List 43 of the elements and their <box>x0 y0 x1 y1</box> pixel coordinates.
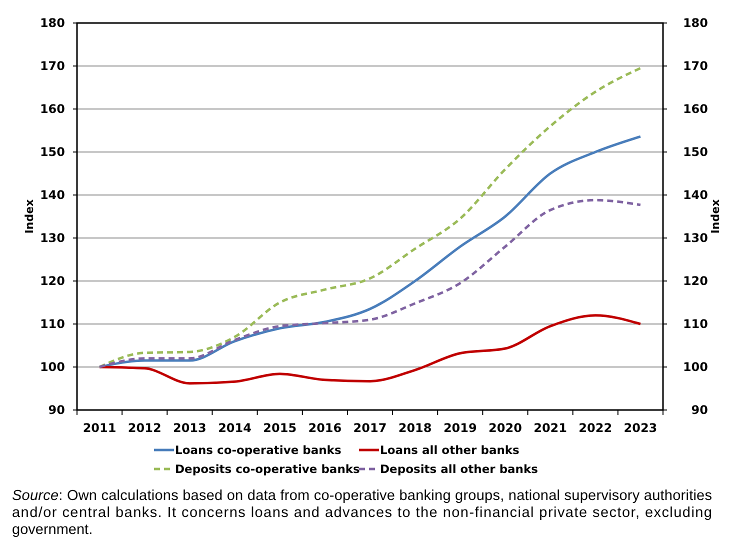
line-series <box>98 66 642 368</box>
legend-label: Loans co-operative banks <box>175 443 342 457</box>
x-tick-label: 2015 <box>263 421 297 435</box>
y2-tick-label: 160 <box>682 102 708 116</box>
x-tick-label: 2020 <box>488 421 522 435</box>
y2-tick-label: 150 <box>682 145 708 159</box>
x-tick-label: 2012 <box>128 421 162 435</box>
line-series <box>98 198 642 368</box>
x-tick-label: 2019 <box>443 421 477 435</box>
y2-tick-label: 130 <box>682 231 708 245</box>
x-tick-label: 2016 <box>308 421 342 435</box>
x-tick-label: 2017 <box>353 421 387 435</box>
y-tick-label: 110 <box>40 317 65 331</box>
x-tick-label: 2011 <box>82 421 116 435</box>
y2-tick-label: 90 <box>691 403 708 417</box>
y2-tick-label: 170 <box>682 59 708 73</box>
x-tick-label: 2022 <box>578 421 612 435</box>
x-tick-label: 2021 <box>534 421 568 435</box>
y-tick-label: 140 <box>40 188 65 202</box>
y-axis-title: Index <box>23 199 36 234</box>
y2-tick-label: 140 <box>682 188 708 202</box>
y2-tick-label: 120 <box>682 274 708 288</box>
y2-tick-label: 180 <box>682 16 708 30</box>
legend-label: Deposits co-operative banks <box>175 462 360 476</box>
x-tick-label: 2023 <box>624 421 658 435</box>
y-tick-label: 90 <box>48 403 65 417</box>
legend-label: Deposits all other banks <box>380 462 538 476</box>
y2-tick-label: 100 <box>682 360 708 374</box>
y-tick-label: 100 <box>40 360 65 374</box>
y-tick-label: 130 <box>40 231 65 245</box>
x-tick-label: 2013 <box>172 421 206 435</box>
source-note: Source: Own calculations based on data from co-operative banking groups, national supervisory authorities and/or central banks. It concerns loans and advances to the non-financial private sector, excluding government. <box>12 488 712 538</box>
legend-label: Loans all other banks <box>380 443 520 457</box>
x-tick-label: 2018 <box>398 421 432 435</box>
y-tick-label: 180 <box>40 16 65 30</box>
y-tick-label: 150 <box>40 145 65 159</box>
y-tick-label: 120 <box>40 274 65 288</box>
y-tick-label: 170 <box>40 59 65 73</box>
line-series <box>98 314 642 385</box>
y2-tick-label: 110 <box>682 317 708 331</box>
x-tick-label: 2014 <box>218 421 252 435</box>
y-tick-label: 160 <box>40 102 65 116</box>
y2-axis-title: Index <box>709 199 722 234</box>
